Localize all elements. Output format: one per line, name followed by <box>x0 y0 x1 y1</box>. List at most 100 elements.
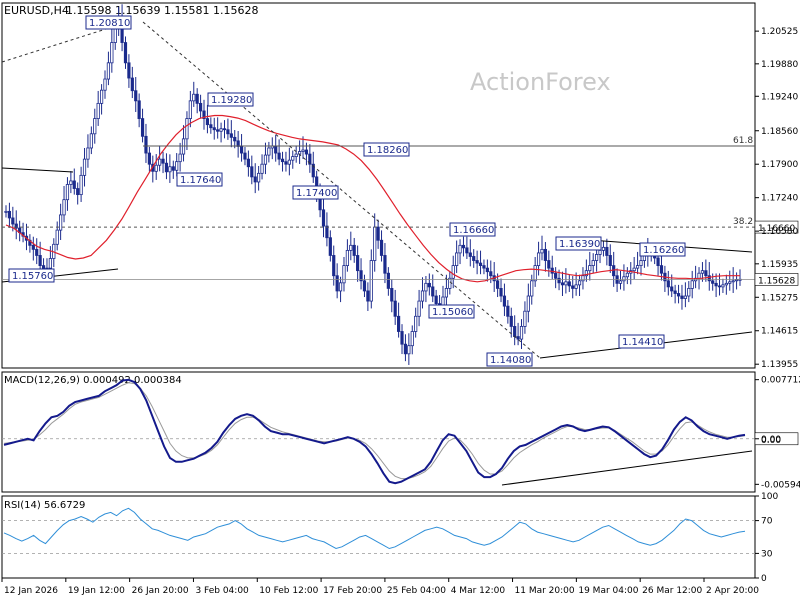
candle-body <box>523 310 527 327</box>
candle <box>79 166 83 202</box>
macd-current-value-text: 0.00 <box>761 436 781 446</box>
candle-body <box>557 277 561 284</box>
macd-pane-title: MACD(12,26,9) 0.000492 0.000384 <box>4 375 182 386</box>
candle <box>618 270 623 290</box>
candle <box>277 139 281 166</box>
candle-body <box>65 184 70 201</box>
candle-body <box>198 102 203 112</box>
candle <box>308 144 312 173</box>
price-tick-label: 1.14615 <box>761 327 798 337</box>
candle <box>342 256 346 292</box>
candle-body <box>243 152 247 160</box>
candle <box>134 77 138 112</box>
swing-label-box <box>85 15 132 30</box>
candle <box>639 253 643 276</box>
swing-label-text: 1.15760 <box>12 271 53 282</box>
candle <box>526 283 530 323</box>
candle <box>154 154 158 180</box>
macd-pane: 0.00 <box>2 378 799 486</box>
candle-body <box>475 260 479 264</box>
candle <box>366 282 370 311</box>
candle <box>707 262 711 291</box>
candle <box>76 182 80 205</box>
candle-body <box>369 260 373 302</box>
candle-body <box>366 290 370 302</box>
candle <box>496 273 500 298</box>
candle-body <box>280 158 285 163</box>
candle-body <box>711 280 715 284</box>
candle-body <box>96 102 100 119</box>
candle <box>547 250 551 277</box>
candle-body <box>595 254 599 261</box>
candle-body <box>274 145 278 154</box>
candle <box>574 272 578 296</box>
candle <box>192 81 196 107</box>
candle-body <box>540 248 544 254</box>
candle <box>567 274 571 292</box>
candle-body <box>222 128 227 131</box>
swing-label-text: 1.17640 <box>180 175 221 186</box>
candle-body <box>451 265 455 279</box>
candle-body <box>605 246 609 256</box>
candle <box>543 242 548 272</box>
candle <box>444 274 449 306</box>
candle-body <box>414 315 418 332</box>
watermark-logo: ActionForex <box>470 68 611 96</box>
candle-body <box>342 265 346 284</box>
candle <box>291 150 295 169</box>
candle-body <box>130 77 134 92</box>
candle <box>687 281 691 303</box>
candle <box>605 238 609 266</box>
swing-label-box <box>486 352 533 367</box>
candle <box>181 125 186 162</box>
candle <box>188 90 192 128</box>
candle-body <box>14 223 18 229</box>
candle <box>509 307 513 338</box>
candle-body <box>205 118 210 126</box>
candle <box>386 267 390 296</box>
rsi-pane <box>2 507 755 554</box>
candle-body <box>239 146 244 154</box>
candle-body <box>676 293 681 297</box>
candle-body <box>704 270 708 277</box>
candle-body <box>721 284 725 288</box>
candle-body <box>659 265 664 274</box>
candle-body <box>250 166 254 178</box>
candle-body <box>11 217 15 225</box>
swing-label-box <box>176 172 223 187</box>
fib-61-8-label: 61.8 <box>733 136 753 146</box>
candle <box>335 263 339 299</box>
candle-body <box>263 154 268 165</box>
swing-label-box <box>555 236 602 251</box>
candle <box>328 230 332 262</box>
candle-body <box>321 209 326 227</box>
candle <box>62 186 66 223</box>
candle <box>410 325 414 355</box>
swing-label-text: 1.19280 <box>211 95 252 106</box>
candle-body <box>434 295 438 305</box>
swing-label-text: 1.16660 <box>453 225 494 236</box>
candle <box>458 239 462 265</box>
candle <box>635 251 640 275</box>
candle <box>175 153 179 177</box>
candle-body <box>550 267 554 274</box>
macd-tick-label: 0.00 <box>761 435 781 445</box>
candle <box>666 270 670 296</box>
candle-body <box>161 158 165 164</box>
candle <box>257 165 261 191</box>
swing-label: 1.14080 <box>486 352 533 367</box>
candle-body <box>431 286 435 297</box>
fib-price-label: 1.16660 <box>754 220 799 234</box>
candle-body <box>62 199 66 216</box>
candle <box>560 271 565 297</box>
candle-body <box>496 280 500 289</box>
candle <box>369 249 373 309</box>
candle <box>229 120 233 148</box>
candle <box>724 274 728 295</box>
candle-body <box>513 326 517 337</box>
candle <box>123 36 128 69</box>
candle <box>103 70 107 99</box>
candle <box>130 66 134 99</box>
candle-body <box>55 229 59 245</box>
candle <box>465 236 469 260</box>
